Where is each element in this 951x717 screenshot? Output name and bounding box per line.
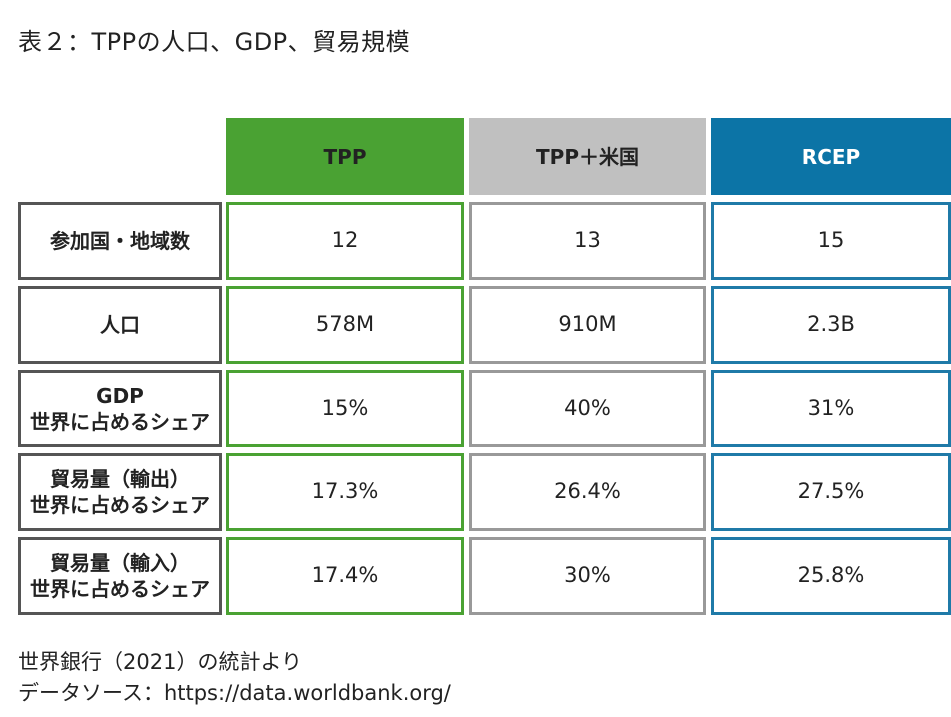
row-label-population: 人口 [18, 286, 222, 364]
page-title: 表２：TPPの人口、GDP、貿易規模 [18, 28, 411, 56]
table-cell: 13 [469, 202, 706, 280]
row-label-exports: 貿易量（輸出） 世界に占めるシェア [18, 453, 222, 531]
row-label-line1: 参加国・地域数 [50, 229, 190, 253]
table-cell: 15 [711, 202, 951, 280]
table-cell: 15% [226, 370, 464, 447]
table-cell: 31% [711, 370, 951, 447]
table-cell: 25.8% [711, 537, 951, 615]
table-cell: 17.3% [226, 453, 464, 531]
source-note: 世界銀行（2021）の統計より [18, 650, 303, 674]
row-label-line2: 世界に占めるシェア [30, 409, 210, 434]
column-header-rcep: RCEP [711, 118, 951, 195]
table-cell: 910M [469, 286, 706, 364]
row-label-members: 参加国・地域数 [18, 202, 222, 280]
row-label-line1: GDP [96, 383, 144, 408]
column-header-tpp: TPP [226, 118, 464, 195]
table-cell: 12 [226, 202, 464, 280]
table-cell: 27.5% [711, 453, 951, 531]
column-header-tpp-us: TPP＋米国 [469, 118, 706, 195]
data-source-link[interactable]: データソース：https://data.worldbank.org/ [18, 681, 451, 705]
row-label-gdp: GDP 世界に占めるシェア [18, 370, 222, 447]
table-cell: 26.4% [469, 453, 706, 531]
row-label-line2: 世界に占めるシェア [30, 493, 210, 517]
table-cell: 17.4% [226, 537, 464, 615]
row-label-line2: 世界に占めるシェア [30, 577, 210, 601]
table-cell: 30% [469, 537, 706, 615]
row-label-line1: 貿易量（輸出） [50, 467, 190, 491]
row-label-line1: 人口 [100, 313, 140, 337]
table-cell: 2.3B [711, 286, 951, 364]
row-label-line1: 貿易量（輸入） [50, 551, 190, 575]
row-label-imports: 貿易量（輸入） 世界に占めるシェア [18, 537, 222, 615]
table-cell: 578M [226, 286, 464, 364]
table-cell: 40% [469, 370, 706, 447]
